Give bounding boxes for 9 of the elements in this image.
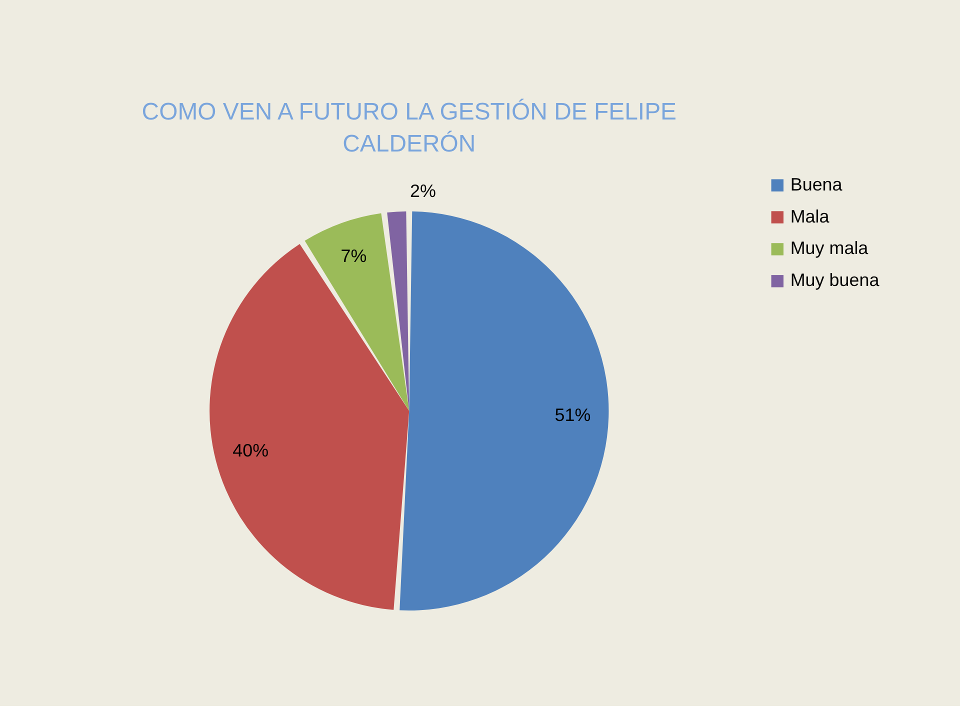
data-label: 51% xyxy=(554,405,591,426)
legend-label: Buena xyxy=(790,174,842,194)
legend-label: Muy mala xyxy=(790,238,868,258)
data-label: 40% xyxy=(232,440,269,461)
legend-label: Muy buena xyxy=(790,270,880,290)
legend-label: Mala xyxy=(790,206,830,226)
chart-title: COMO VEN A FUTURO LA GESTIÓN DE FELIPE CALDERÓN xyxy=(142,98,677,158)
data-label: 2% xyxy=(410,180,436,201)
data-label: 7% xyxy=(340,246,367,266)
